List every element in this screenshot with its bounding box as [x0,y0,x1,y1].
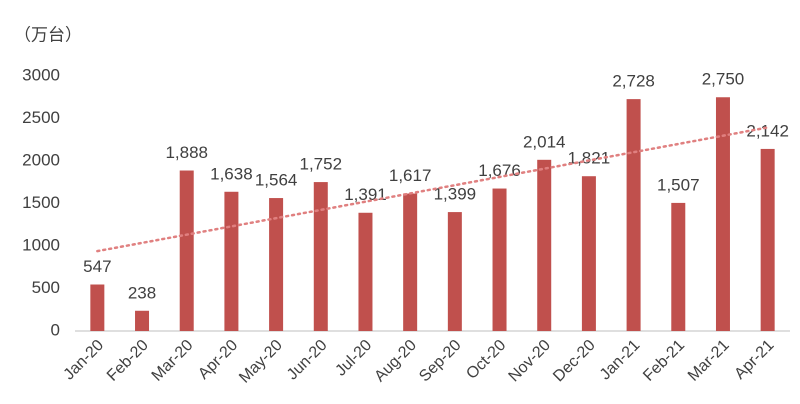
bar [715,97,730,331]
bar [760,148,775,331]
bar [492,188,507,331]
x-tick-label: Feb-21 [640,337,688,385]
x-tick-label: Aug-20 [371,337,420,386]
data-label: 547 [83,257,111,276]
bar [90,284,105,331]
y-tick-label: 0 [51,320,60,339]
x-tick-label: Feb-20 [104,337,152,385]
bar [447,212,462,331]
y-tick-label: 1500 [22,193,60,212]
x-tick-label: Apr-20 [195,337,241,383]
bar [537,159,552,331]
data-label: 2,142 [746,121,789,140]
x-tick-label: Sep-20 [416,337,465,386]
bar [224,191,239,331]
bar [179,170,194,331]
y-tick-label: 3000 [22,65,60,84]
bar [135,310,150,331]
data-label: 1,507 [657,175,700,194]
bar [671,202,686,331]
trend-line [96,126,769,253]
x-tick-label: Apr-21 [731,337,777,383]
y-axis-label: （万台） [14,25,82,44]
data-label: 2,750 [702,70,745,89]
data-label: 1,638 [210,164,253,183]
data-label: 2,728 [612,72,655,91]
bar [626,99,641,332]
x-tick-label: May-20 [236,337,286,387]
data-label: 1,752 [300,155,343,174]
data-label: 238 [128,283,156,302]
y-tick-label: 1000 [22,235,60,254]
x-tick-label: Jan-20 [61,337,108,384]
bar [269,198,284,331]
x-tick-label: Mar-20 [149,337,197,385]
data-label: 1,888 [165,143,208,162]
x-tick-label: Oct-20 [463,337,509,383]
data-label: 1,564 [255,171,298,190]
bar [313,182,328,331]
x-tick-label: Nov-20 [506,337,555,386]
x-tick-label: Jan-21 [597,337,644,384]
data-label: 1,399 [434,185,477,204]
data-label: 2,014 [523,132,566,151]
x-tick-label: Mar-21 [685,337,733,385]
x-tick-label: Dec-20 [550,337,599,386]
x-tick-label: Jun-20 [284,337,331,384]
y-tick-label: 500 [32,278,60,297]
y-tick-label: 2000 [22,150,60,169]
y-tick-label: 2500 [22,108,60,127]
x-tick-label: Jul-20 [332,337,375,380]
bar [403,193,418,331]
bar [581,176,596,331]
bar [358,212,373,331]
data-label: 1,617 [389,166,432,185]
